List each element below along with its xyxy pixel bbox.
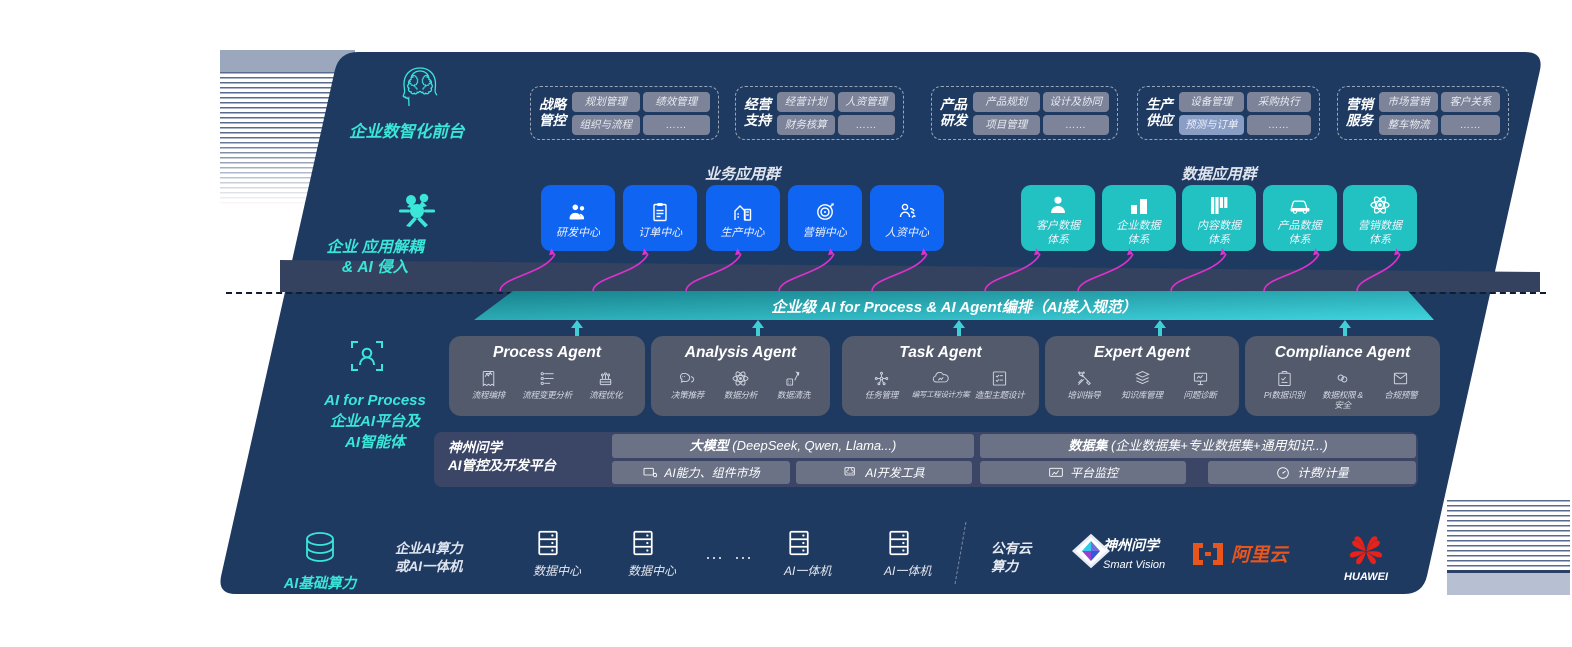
- svg-text:阿里云: 阿里云: [1231, 545, 1290, 566]
